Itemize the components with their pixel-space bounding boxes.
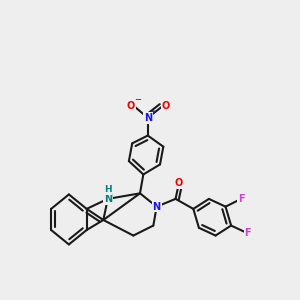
Text: N: N <box>153 202 161 212</box>
Text: +: + <box>150 109 156 115</box>
Text: F: F <box>244 228 251 238</box>
Text: N: N <box>104 194 112 204</box>
Text: O: O <box>127 100 135 111</box>
Text: F: F <box>238 194 244 204</box>
Text: H: H <box>104 185 112 194</box>
Text: −: − <box>134 95 141 104</box>
Text: N: N <box>144 113 152 123</box>
Text: O: O <box>175 178 183 188</box>
Text: O: O <box>161 100 170 111</box>
